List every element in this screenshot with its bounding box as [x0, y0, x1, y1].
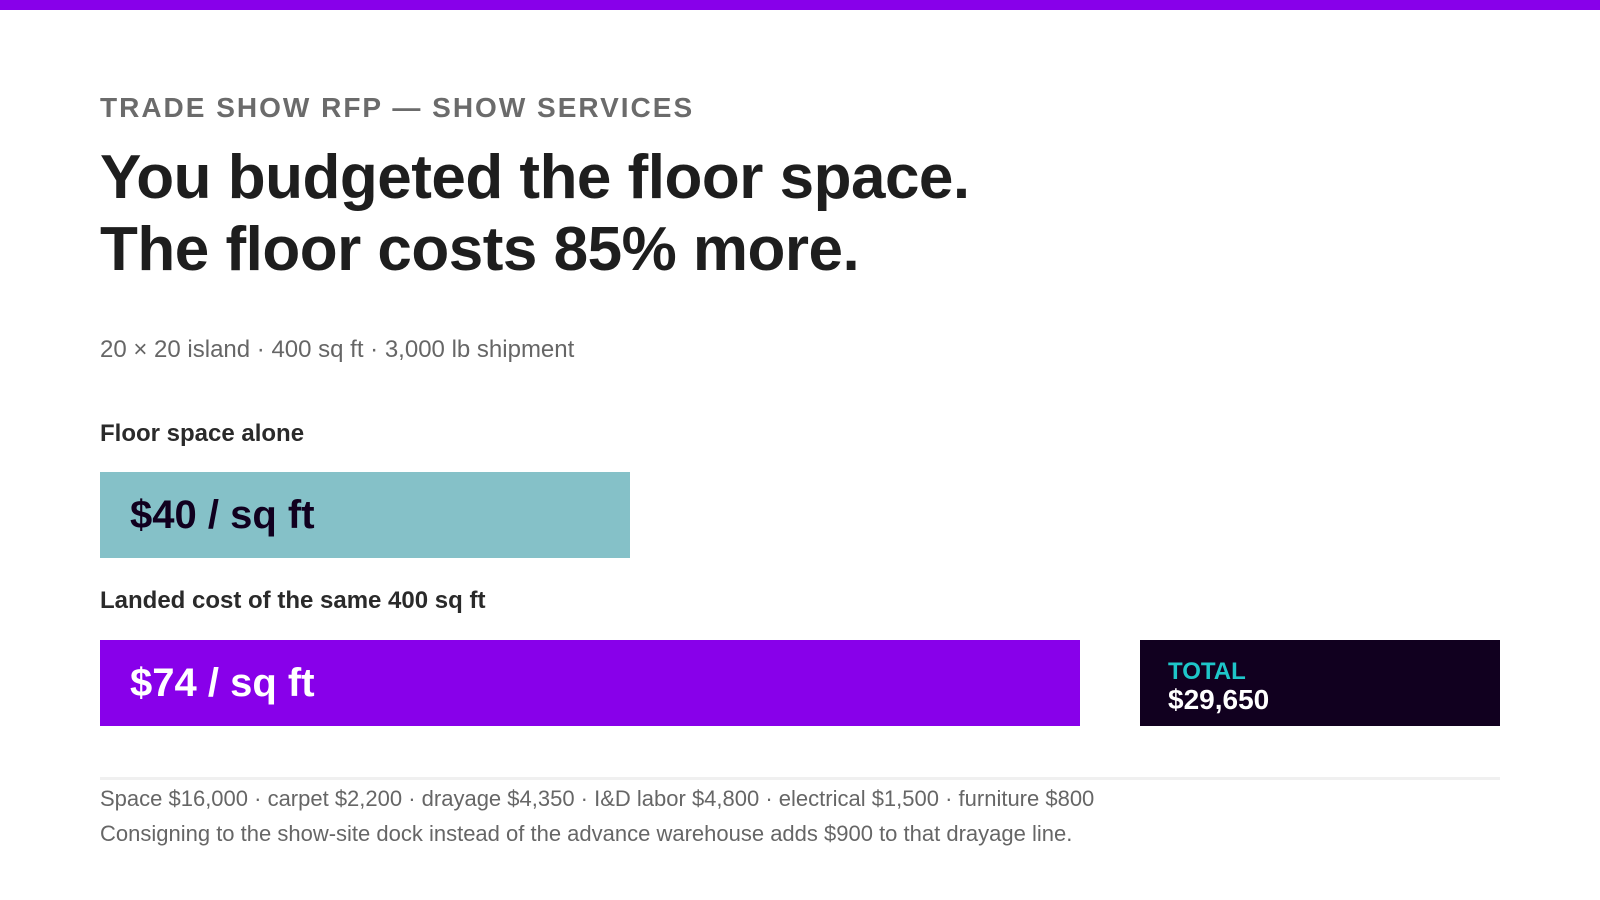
bar-category-label: Floor space alone	[100, 420, 305, 447]
bar-value-label: $74 / sq ft	[130, 661, 315, 705]
bar-value-label: $40 / sq ft	[130, 493, 315, 537]
headline-line-1: You budgeted the floor space.	[100, 143, 970, 212]
bar: $74 / sq ft	[100, 640, 1080, 726]
total-badge: TOTAL $29,650	[1140, 640, 1500, 726]
top-accent-rule	[0, 0, 1600, 10]
slide: TRADE SHOW RFP — SHOW SERVICES You budge…	[100, 0, 1500, 900]
drayage-note: Consigning to the show-site dock instead…	[100, 821, 1073, 846]
cost-breakdown-note: Space $16,000 · carpet $2,200 · drayage …	[100, 786, 1095, 811]
bar-category-label: Landed cost of the same 400 sq ft	[100, 587, 486, 614]
headline: You budgeted the floor space. The floor …	[100, 142, 970, 286]
booth-spec-subtitle: 20 × 20 island · 400 sq ft · 3,000 lb sh…	[100, 336, 575, 363]
total-value: $29,650	[1168, 684, 1270, 715]
footer-divider	[100, 777, 1500, 780]
bar: $40 / sq ft	[100, 472, 630, 558]
total-label: TOTAL	[1168, 658, 1246, 685]
eyebrow-label: TRADE SHOW RFP — SHOW SERVICES	[100, 92, 695, 123]
headline-line-2: The floor costs 85% more.	[100, 215, 860, 284]
